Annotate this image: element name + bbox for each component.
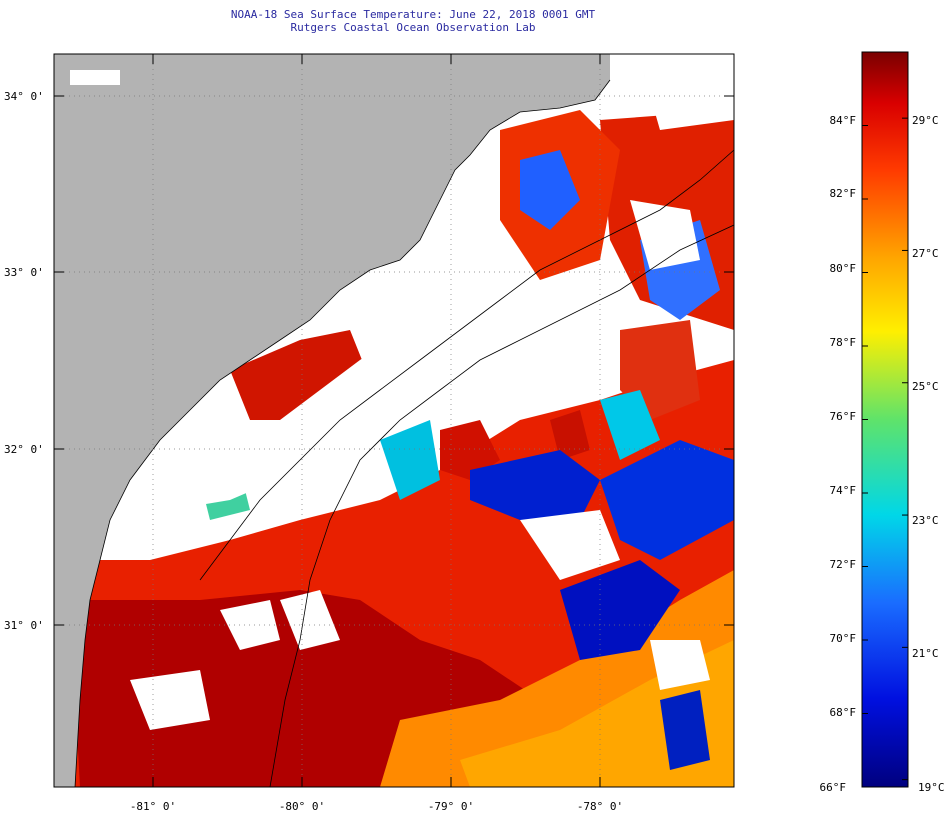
axis-labels: 34° 0' 33° 0' 32° 0' 31° 0' -81° 0' -80°…	[4, 90, 623, 813]
land-cloud-patch	[70, 70, 120, 85]
chart-title: NOAA-18 Sea Surface Temperature: June 22…	[230, 8, 596, 21]
warm-eddy-2	[550, 410, 590, 460]
f-label-84: 84°F	[830, 114, 857, 127]
cloud-blob-1	[520, 350, 610, 400]
cold-patch-1	[470, 450, 600, 520]
chart-subtitle: Rutgers Coastal Ocean Observation Lab	[290, 21, 536, 34]
lat-label-32: 32° 0'	[4, 443, 44, 456]
coastline	[74, 79, 611, 787]
cloud-blob-2	[630, 200, 700, 270]
c-label-19: 19°C	[918, 781, 944, 794]
lon-label-78: -78° 0'	[577, 800, 623, 813]
cloud-blobs	[110, 60, 734, 730]
cloud-blob-6	[650, 640, 710, 690]
cold-patch-6	[660, 690, 710, 770]
f-label-78: 78°F	[830, 336, 857, 349]
colorbar-gradient	[861, 51, 909, 788]
lon-label-79: -79° 0'	[428, 800, 474, 813]
cool-patch-1	[600, 390, 660, 460]
isobath-line	[199, 149, 734, 581]
cold-patch-4	[520, 150, 580, 230]
c-label-25: 25°C	[912, 380, 939, 393]
cloud-shelf	[110, 280, 520, 520]
warm-eddy-1	[440, 420, 500, 480]
lon-label-81: -81° 0'	[130, 800, 176, 813]
f-label-68: 68°F	[830, 706, 857, 719]
lon-label-80: -80° 0'	[279, 800, 325, 813]
f-label-82: 82°F	[830, 187, 857, 200]
f-label-66: 66°F	[820, 781, 847, 794]
f-label-74: 74°F	[830, 484, 857, 497]
colorbar: 84°F 82°F 80°F 78°F 76°F 74°F 72°F 70°F …	[820, 51, 944, 794]
f-label-72: 72°F	[830, 558, 857, 571]
c-label-21: 21°C	[912, 647, 939, 660]
colorbar-labels: 84°F 82°F 80°F 78°F 76°F 74°F 72°F 70°F …	[820, 114, 944, 794]
grid	[54, 54, 734, 787]
cold-patch-3	[560, 560, 680, 660]
c-label-23: 23°C	[912, 514, 939, 527]
cool-patch-2	[380, 420, 440, 500]
f-label-76: 76°F	[830, 410, 857, 423]
cloud-blob-3	[640, 60, 734, 130]
land-mass	[54, 54, 610, 787]
cold-patch-2	[600, 440, 734, 560]
cloud-blob-4	[520, 510, 620, 580]
cloud-blob-8	[280, 590, 340, 650]
map-layers	[54, 54, 734, 787]
lat-label-31: 31° 0'	[4, 619, 44, 632]
axis-ticks	[54, 54, 734, 787]
map-frame	[53, 53, 735, 788]
lat-label-34: 34° 0'	[4, 90, 44, 103]
f-label-80: 80°F	[830, 262, 857, 275]
lat-label-33: 33° 0'	[4, 266, 44, 279]
colorbar-ticks	[862, 117, 908, 788]
c-label-27: 27°C	[912, 247, 939, 260]
c-label-29: 29°C	[912, 114, 939, 127]
cloud-blob-5	[130, 670, 210, 730]
f-label-70: 70°F	[830, 632, 857, 645]
